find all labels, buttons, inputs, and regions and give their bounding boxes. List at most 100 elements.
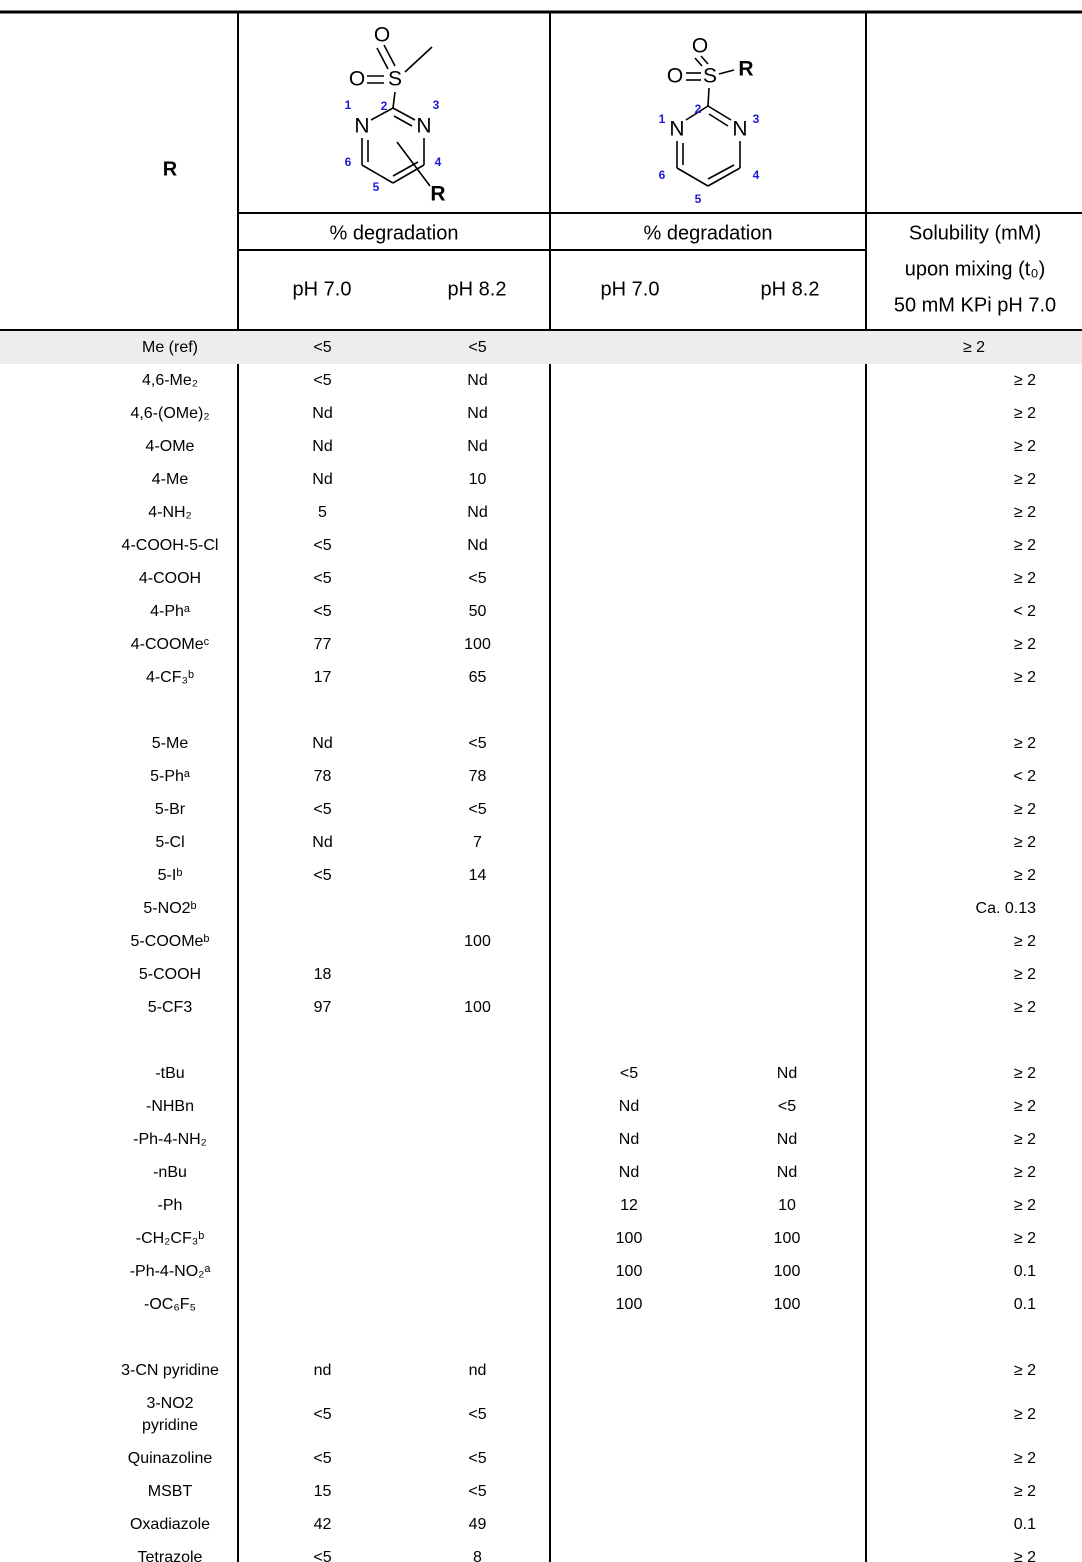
r-cell: 5-Me [0,727,238,760]
degradation-cell: Nd [467,536,488,554]
r-cell: 3-NO2 pyridine [0,1387,238,1442]
atom-label: S [703,65,717,88]
solubility-cell: ≥ 2 [1013,1449,1036,1467]
solubility-header: Solubility (mM) [909,222,1041,244]
empty-cell [238,1222,395,1255]
solubility-cell: ≥ 2 [1013,470,1036,488]
solubility-cell: ≥ 2 [1013,1130,1036,1148]
degradation-cell: 65 [468,668,487,686]
empty-cell [708,760,866,793]
empty-cell [395,1255,550,1288]
table-row: 5-Cl Nd 7 ≥ 2 [0,826,1082,859]
degradation-cell: 8 [473,1548,482,1562]
r-cell: Tetrazole [0,1541,238,1562]
empty-cell [550,958,708,991]
r-label: 3-NO2 pyridine [141,1394,199,1434]
empty-cell [708,562,866,595]
empty-cell [708,331,866,364]
empty-cell [708,1354,866,1387]
empty-cell [550,1475,708,1508]
empty-cell [550,529,708,562]
r-label: 5-CF3 [147,998,193,1016]
table-row: 5-Phᵃ 78 78 < 2 [0,760,1082,793]
empty-cell [550,430,708,463]
table-row: 4-Me Nd 10 ≥ 2 [0,463,1082,496]
r-cell: MSBT [0,1475,238,1508]
degradation-cell: <5 [313,1405,332,1423]
atom-number: 5 [695,192,702,206]
empty-cell [550,1541,708,1562]
degradation-cell: 100 [773,1295,801,1313]
r-cell: -Ph-4-NO₂ᵃ [0,1255,238,1288]
degradation-cell: <5 [468,569,487,587]
table-row: Tetrazole <5 8 ≥ 2 [0,1541,1082,1562]
r-cell: -tBu [0,1057,238,1090]
empty-cell [550,760,708,793]
degradation-cell: <5 [313,800,332,818]
degradation-cell: 15 [313,1482,332,1500]
degradation-cell: Nd [467,503,488,521]
empty-cell [550,397,708,430]
r-label: Tetrazole [137,1548,203,1562]
degradation-cell: 100 [773,1229,801,1247]
r-cell: 5-Cl [0,826,238,859]
empty-cell [708,1387,866,1442]
table-header: R % degradation % degradation pH 7.0 pH … [0,10,1082,331]
degradation-cell: Nd [618,1163,640,1181]
empty-cell [550,925,708,958]
degradation-cell: <5 [313,602,332,620]
r-label: 3-CN pyridine [121,1361,219,1379]
degradation-cell: Nd [467,371,488,389]
ph-header: pH 8.2 [448,278,507,300]
ph-header: pH 7.0 [293,278,352,300]
degradation-cell: Nd [312,437,333,455]
empty-cell [395,1156,550,1189]
atom-label: O [349,68,365,91]
r-label: Quinazoline [127,1449,213,1467]
atom-label: R [738,58,753,81]
empty-cell [395,1123,550,1156]
table-row: 5-COOMeᵇ 100 ≥ 2 [0,925,1082,958]
r-cell: Quinazoline [0,1442,238,1475]
r-label: Me (ref) [142,338,198,356]
solubility-cell: ≥ 2 [1013,965,1036,983]
solubility-cell: ≥ 2 [1013,998,1036,1016]
atom-number: 4 [435,155,442,169]
r-label: Oxadiazole [129,1515,211,1533]
r-label: 5-Me [151,734,189,752]
r-label: 5-Br [154,800,186,818]
r-cell: 3-CN pyridine [0,1354,238,1387]
degradation-cell: Nd [312,470,333,488]
table-row: 5-CF3 97 100 ≥ 2 [0,991,1082,1024]
atom-number: 2 [695,102,702,116]
degradation-cell: <5 [313,1548,332,1562]
atom-label: R [430,183,445,206]
degradation-cell: 100 [464,635,491,653]
table-row: -Ph-4-NO₂ᵃ 100 100 0.1 [0,1255,1082,1288]
table-row: MSBT 15 <5 ≥ 2 [0,1475,1082,1508]
empty-cell [550,826,708,859]
empty-cell [238,1057,395,1090]
table-row: 4-COOMeᶜ 77 100 ≥ 2 [0,628,1082,661]
r-cell: 4-NH₂ [0,496,238,529]
degradation-cell: nd [468,1361,487,1379]
empty-cell [550,364,708,397]
atom-number: 3 [433,98,440,112]
degradation-cell: <5 [313,569,332,587]
atom-number: 6 [659,168,666,182]
degradation-cell: <5 [468,1449,487,1467]
empty-cell [708,1475,866,1508]
r-label: 4-COOH [138,569,202,587]
empty-cell [238,1156,395,1189]
table-row: 5-Br <5 <5 ≥ 2 [0,793,1082,826]
degradation-cell: <5 [468,734,487,752]
degradation-cell: 100 [615,1295,643,1313]
ph-header: pH 8.2 [761,278,820,300]
empty-cell [238,1288,395,1321]
r-label: 4-COOMeᶜ [130,635,210,653]
empty-cell [708,892,866,925]
r-cell: 4-Phᵃ [0,595,238,628]
degradation-cell: Nd [776,1064,798,1082]
degradation-cell: <5 [468,338,487,356]
solubility-cell: ≥ 2 [1013,1548,1036,1562]
